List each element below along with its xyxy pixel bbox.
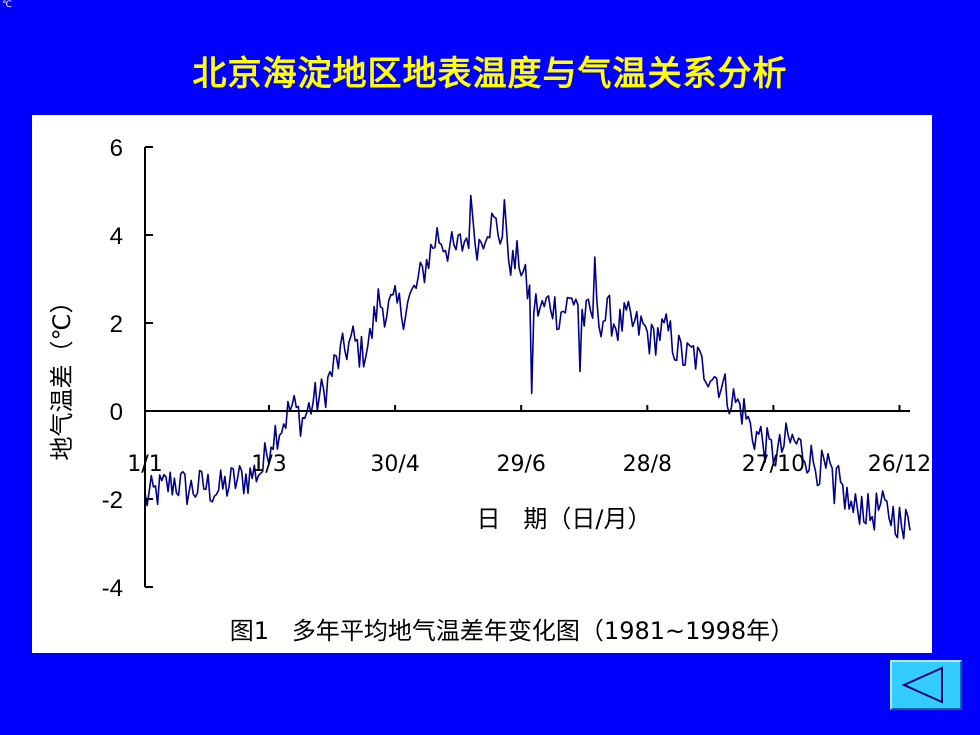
y-tick-label: 4 [110,223,123,250]
x-tick-label: 1/1 [127,452,162,477]
x-tick-label: 28/8 [623,452,672,477]
y-tick-label: 6 [110,135,123,162]
series-line [144,194,911,540]
x-tick-layer: 1/1 1/3 30/4 29/6 28/8 27/10 26/12 [127,405,931,477]
back-button[interactable] [890,660,962,710]
y-axis-label: 地气温差（℃） [48,290,76,461]
y-tick-label: -4 [102,575,123,602]
x-tick-label: 29/6 [496,452,545,477]
triangle-left-icon [901,666,943,704]
x-tick-label: 27/10 [742,452,805,477]
corner-mark: ℃ [2,0,13,10]
x-tick-label: 30/4 [370,452,419,477]
line-chart: 6 4 2 0 -2 -4 1/1 1/3 30/4 29/6 28/8 27/10 26/12 日 … [48,135,931,645]
chart-panel: 6 4 2 0 -2 -4 1/1 1/3 30/4 29/6 28/8 27/10 26/12 日 … [32,115,932,653]
chart-caption: 图1 多年平均地气温差年变化图（1981~1998年） [230,617,794,645]
x-tick-label: 1/3 [251,452,286,477]
y-tick-label: -2 [102,487,123,514]
slide-title: 北京海淀地区地表温度与气温关系分析 [192,54,788,94]
x-tick-label: 26/12 [868,452,931,477]
x-axis-label: 日 期（日/月） [477,505,652,533]
y-tick-label: 0 [110,399,123,426]
series-layer [144,194,911,540]
y-tick-label: 2 [110,311,123,338]
y-tick-layer: 6 4 2 0 -2 -4 [102,135,153,602]
